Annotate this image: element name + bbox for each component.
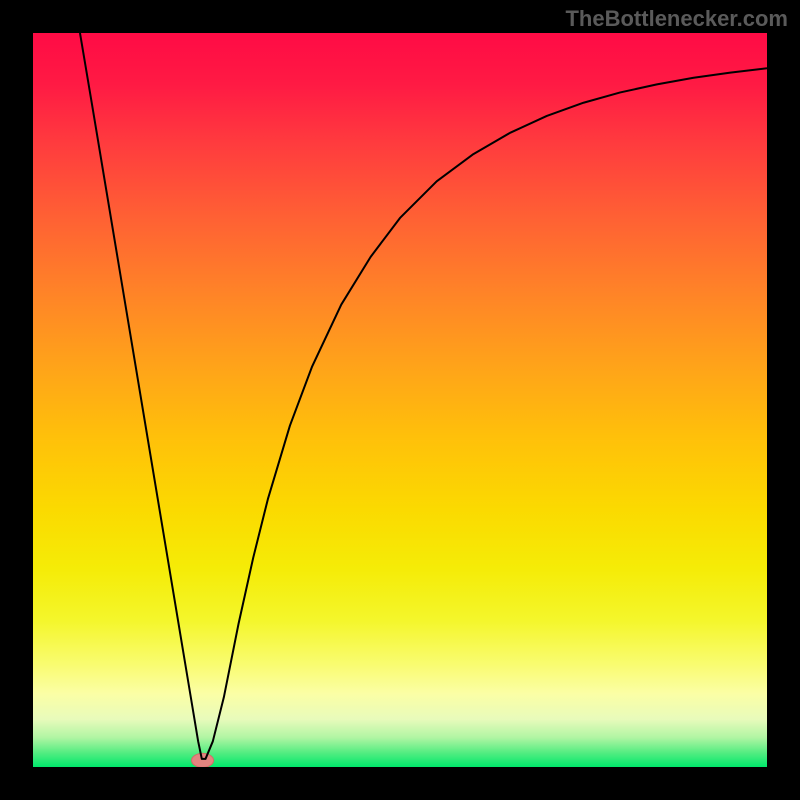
plot-area <box>33 33 767 767</box>
chart-svg <box>33 33 767 767</box>
chart-container: TheBottlenecker.com <box>0 0 800 800</box>
watermark-text: TheBottlenecker.com <box>565 6 788 32</box>
gradient-background <box>33 33 767 767</box>
minimum-marker <box>192 753 214 767</box>
